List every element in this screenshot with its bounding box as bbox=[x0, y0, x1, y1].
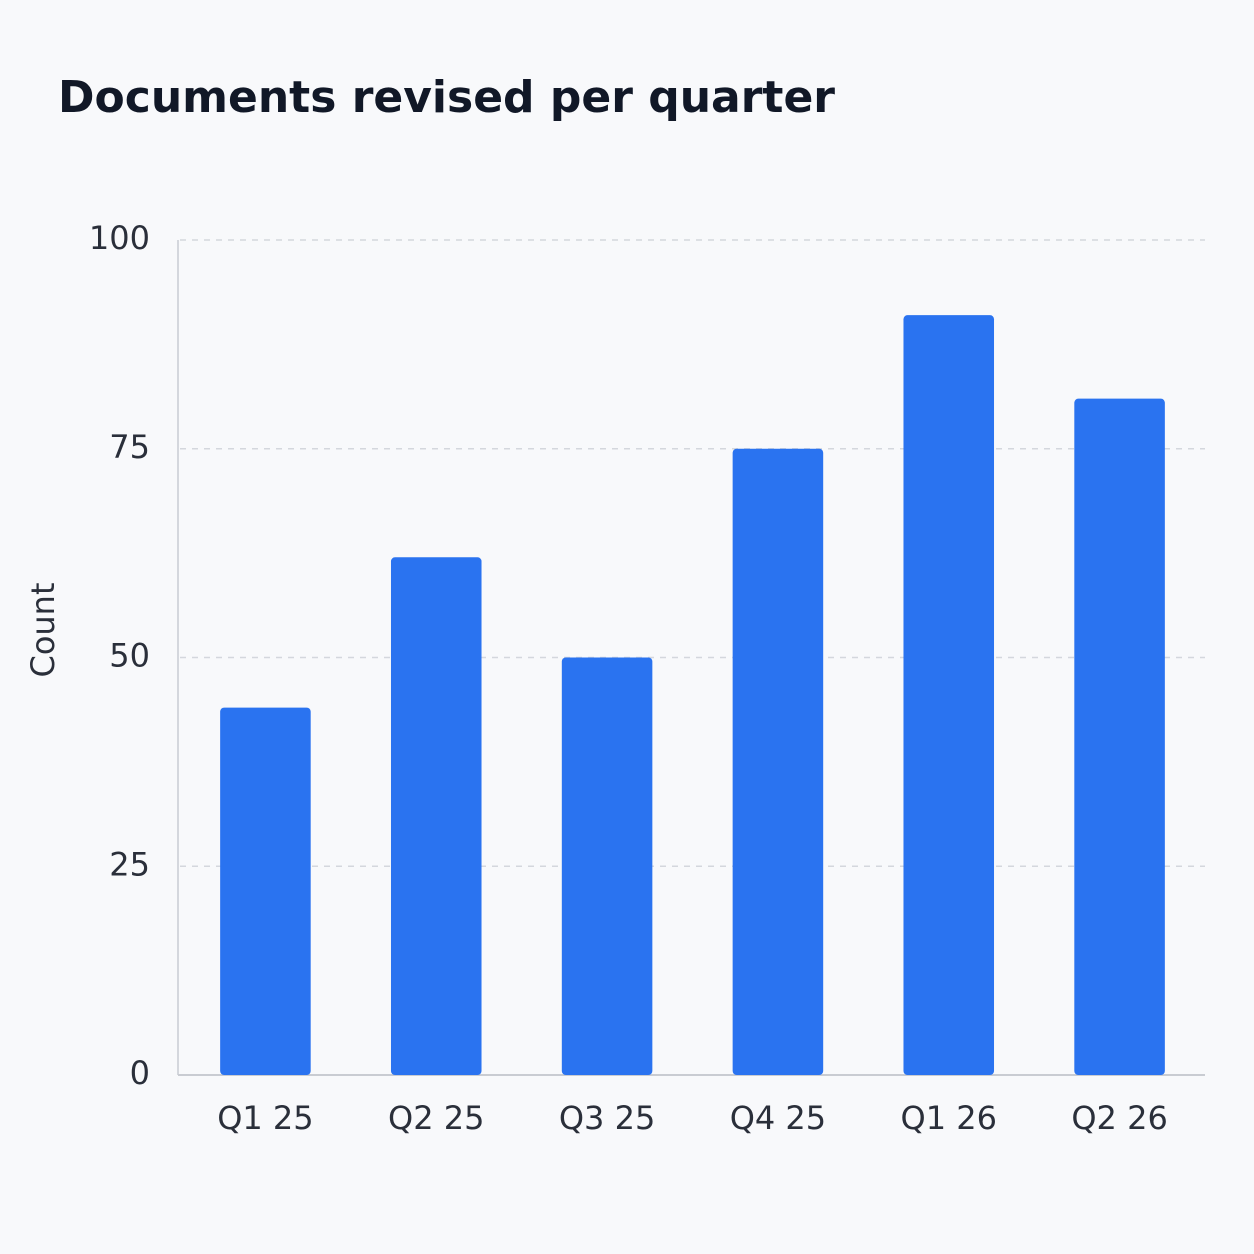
y-tick-label: 75 bbox=[109, 428, 150, 466]
y-tick-label: 0 bbox=[130, 1054, 150, 1092]
bar bbox=[561, 657, 653, 1075]
bar bbox=[732, 448, 824, 1075]
x-tick-label: Q4 25 bbox=[730, 1099, 826, 1137]
x-tick-label: Q1 25 bbox=[217, 1099, 313, 1137]
x-tick-label: Q2 25 bbox=[388, 1099, 484, 1137]
y-tick-label: 50 bbox=[109, 637, 150, 675]
y-tick-label: 100 bbox=[89, 219, 150, 257]
bar bbox=[903, 315, 995, 1075]
y-tick-label: 25 bbox=[109, 845, 150, 883]
chart-title: Documents revised per quarter bbox=[58, 72, 835, 123]
bar bbox=[220, 707, 311, 1075]
x-tick-label: Q3 25 bbox=[559, 1099, 655, 1137]
bar bbox=[390, 557, 482, 1075]
x-tick-label: Q2 26 bbox=[1071, 1099, 1167, 1137]
x-tick-label: Q1 26 bbox=[901, 1099, 997, 1137]
y-axis-label: Count bbox=[24, 582, 62, 677]
bar bbox=[1074, 398, 1165, 1075]
